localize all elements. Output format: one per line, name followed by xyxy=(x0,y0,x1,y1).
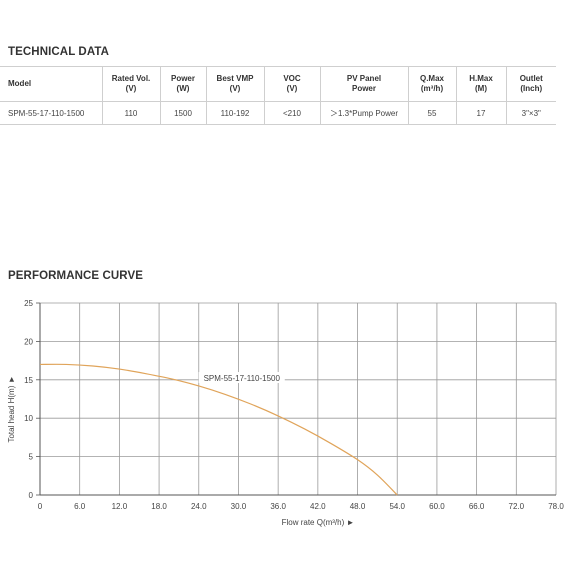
x-tick-label: 36.0 xyxy=(270,502,286,511)
table-cell: ＞1.3*Pump Power xyxy=(319,101,408,125)
performance-chart: 0 6.0 12.0 18.0 24.0 30.0 36.0 42.0 48.0 54.0 60.0… xyxy=(7,299,564,527)
table-cell: 3"×3" xyxy=(505,101,556,125)
series-label: SPM-55-17-110-1500 xyxy=(204,374,281,383)
table-cell: 55 xyxy=(407,101,456,125)
table-header-cell: H.Max (M) xyxy=(455,66,506,102)
header-line2: (V) xyxy=(229,84,241,93)
technical-data-table: Model Rated Vol. (V) Power (W) Best VMP (V) VOC… xyxy=(0,66,556,125)
header-line1: Q.Max xyxy=(419,74,444,83)
table-header-cell: Model xyxy=(0,66,102,102)
x-tick-label: 48.0 xyxy=(350,502,366,511)
table-cell: 110 xyxy=(101,101,160,125)
table-header-cell: VOC (V) xyxy=(263,66,320,102)
header-line1: Rated Vol. xyxy=(111,74,151,83)
x-tick-label: 6.0 xyxy=(74,502,86,511)
header-line2: Power xyxy=(351,84,376,93)
table-header-cell: Q.Max (m³/h) xyxy=(407,66,456,102)
series-line xyxy=(39,363,398,496)
header-line2: (m³/h) xyxy=(420,84,444,93)
table-row: SPM-55-17-110-1500 110 1500 110-192 <210 ＞1.3… xyxy=(0,101,556,125)
header-line2: (W) xyxy=(176,84,190,93)
header-line2: (V) xyxy=(125,84,137,93)
header-line1: Model xyxy=(8,79,32,88)
header-line2: (M) xyxy=(475,84,487,93)
y-tick-label: 25 xyxy=(24,299,33,308)
x-tick-label: 60.0 xyxy=(429,502,445,511)
x-tick-label: 30.0 xyxy=(231,502,247,511)
header-line1: H.Max xyxy=(469,74,493,83)
y-tick-label: 0 xyxy=(29,491,34,500)
x-tick-label: 72.0 xyxy=(509,502,525,511)
y-tick-label: 15 xyxy=(24,376,33,385)
table-header-cell: Rated Vol. (V) xyxy=(101,66,160,102)
table-header-cell: Outlet (Inch) xyxy=(505,66,556,102)
x-tick-label: 66.0 xyxy=(469,502,485,511)
series-label-background xyxy=(198,372,285,384)
header-line1: Outlet xyxy=(519,74,543,83)
table-cell: <210 xyxy=(263,101,320,125)
table-cell: 110-192 xyxy=(205,101,264,125)
performance-curve-title: PERFORMANCE CURVE xyxy=(8,270,144,282)
header-line1: Power xyxy=(170,74,195,83)
y-axis-label: Total head H(m) ► xyxy=(7,375,16,442)
x-tick-label: 24.0 xyxy=(191,502,207,511)
table-header-cell: Power (W) xyxy=(159,66,206,102)
x-tick-label: 78.0 xyxy=(548,502,564,511)
table-cell: 17 xyxy=(455,101,506,125)
header-line2: (Inch) xyxy=(520,84,543,93)
x-tick-label: 54.0 xyxy=(389,502,405,511)
header-line2: (V) xyxy=(286,84,298,93)
y-tick-label: 20 xyxy=(24,337,33,346)
header-line1: PV Panel xyxy=(346,74,382,83)
x-tick-label: 12.0 xyxy=(112,502,128,511)
table-header-row: Model Rated Vol. (V) Power (W) Best VMP (V) VOC… xyxy=(0,66,556,102)
table-cell: 1500 xyxy=(159,101,206,125)
table-header-cell: Best VMP (V) xyxy=(205,66,264,102)
x-tick-label: 42.0 xyxy=(310,502,326,511)
y-tick-label: 5 xyxy=(29,453,34,462)
x-tick-label: 0 xyxy=(38,502,43,511)
table-header-cell: PV Panel Power xyxy=(319,66,408,102)
table-cell: SPM-55-17-110-1500 xyxy=(0,101,102,125)
header-line1: VOC xyxy=(283,74,301,83)
technical-data-title: TECHNICAL DATA xyxy=(8,46,110,58)
header-line1: Best VMP xyxy=(216,74,254,83)
x-axis-label: Flow rate Q(m³/h) ► xyxy=(282,518,355,527)
x-tick-label: 18.0 xyxy=(151,502,167,511)
y-tick-label: 10 xyxy=(24,414,33,423)
